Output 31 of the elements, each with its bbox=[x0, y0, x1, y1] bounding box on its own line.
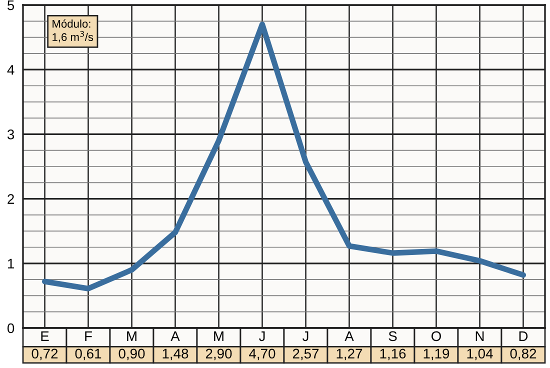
x-tick-label: N bbox=[476, 331, 484, 341]
x-tick-label: S bbox=[388, 331, 397, 342]
y-tick-label: 5 bbox=[8, 0, 14, 10]
data-label: 1,19 bbox=[424, 348, 450, 360]
data-label: 0,61 bbox=[75, 348, 102, 360]
x-tick-label: F bbox=[85, 331, 92, 341]
data-label: 0,90 bbox=[118, 348, 145, 360]
x-tick-label: D bbox=[519, 331, 528, 341]
x-tick-label: J bbox=[302, 331, 308, 342]
data-label: 2,90 bbox=[206, 348, 232, 360]
y-tick-label: 2 bbox=[8, 194, 14, 204]
x-tick-label: J bbox=[258, 331, 265, 342]
data-label: 4,70 bbox=[249, 348, 276, 360]
y-tick-label: 0 bbox=[7, 323, 14, 334]
data-label: 0,72 bbox=[32, 348, 58, 360]
data-label: 2,57 bbox=[292, 348, 319, 360]
data-label: 0,82 bbox=[510, 348, 536, 360]
data-label: 1,04 bbox=[467, 348, 493, 360]
y-tick-label: 3 bbox=[7, 130, 14, 140]
y-tick-label: 1 bbox=[8, 258, 14, 268]
x-tick-label: A bbox=[170, 331, 180, 341]
x-tick-label: O bbox=[432, 331, 441, 342]
x-tick-label: M bbox=[127, 331, 136, 341]
data-label: 1,27 bbox=[336, 348, 362, 360]
x-tick-label: A bbox=[344, 331, 354, 341]
y-tick-label: 4 bbox=[7, 65, 14, 75]
x-tick-label: E bbox=[41, 331, 49, 341]
data-label: 1,48 bbox=[162, 348, 188, 360]
annotation: Módulo: 1,6 m$^{3}$/s bbox=[52, 19, 94, 42]
x-tick-label: M bbox=[214, 331, 224, 341]
data-label: 1,16 bbox=[380, 348, 406, 360]
